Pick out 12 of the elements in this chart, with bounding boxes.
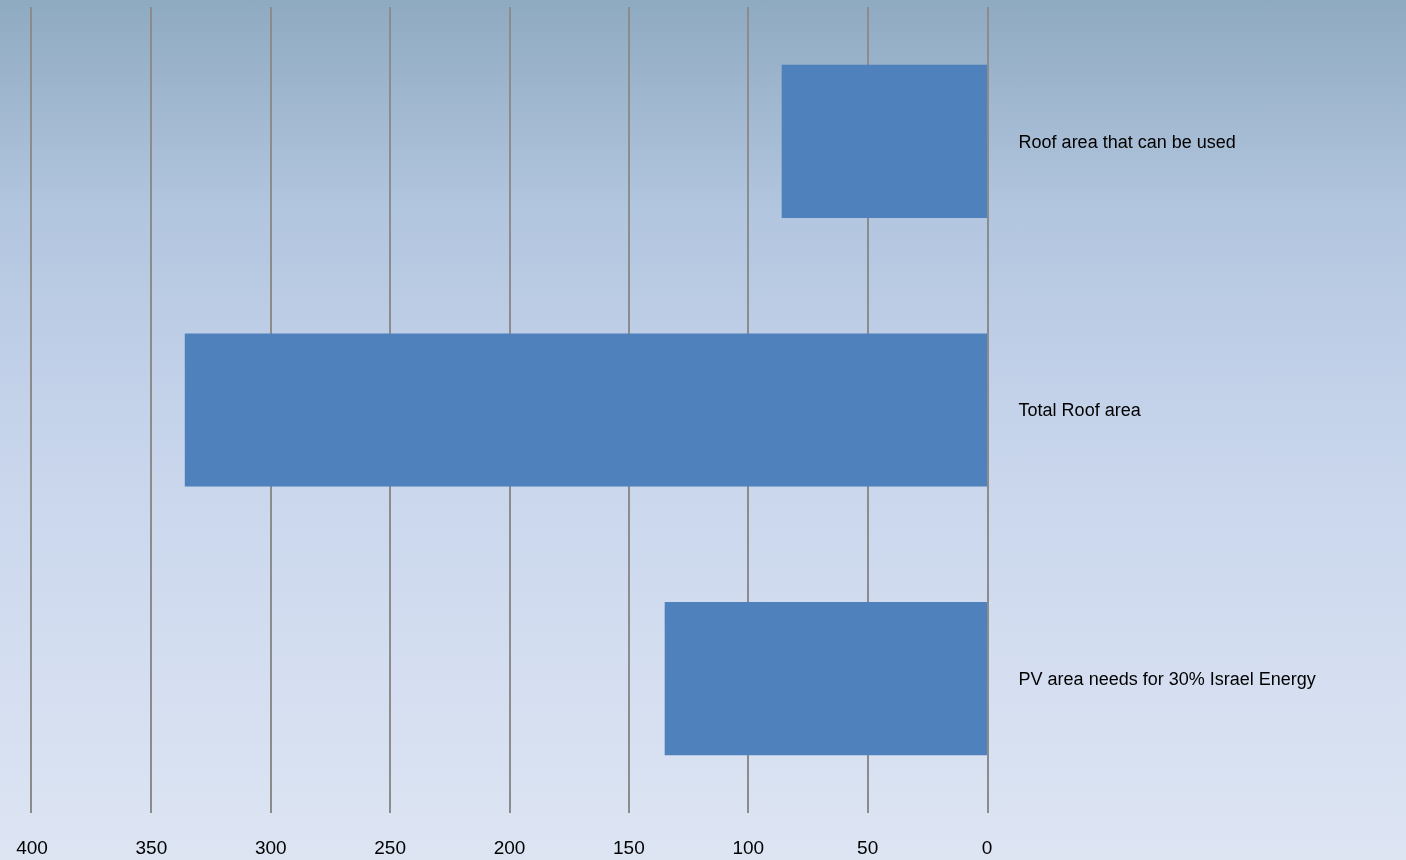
- x-tick-label: 150: [613, 837, 645, 858]
- x-tick-label: 50: [857, 837, 879, 858]
- x-tick-label: 250: [374, 837, 406, 858]
- y-tick-label: Total Roof area: [1018, 400, 1142, 421]
- x-tick-label: 350: [135, 837, 168, 858]
- x-tick-label: 100: [732, 837, 765, 858]
- x-tick-label: 200: [493, 837, 526, 858]
- x-tick-label: 400: [16, 837, 48, 858]
- y-tick-label: Roof area that can be used: [1018, 131, 1236, 152]
- x-tick-label: 300: [254, 837, 287, 858]
- y-tick-label: PV area needs for 30% Israel Energy: [1018, 668, 1316, 689]
- x-tick-label: 0: [981, 837, 993, 858]
